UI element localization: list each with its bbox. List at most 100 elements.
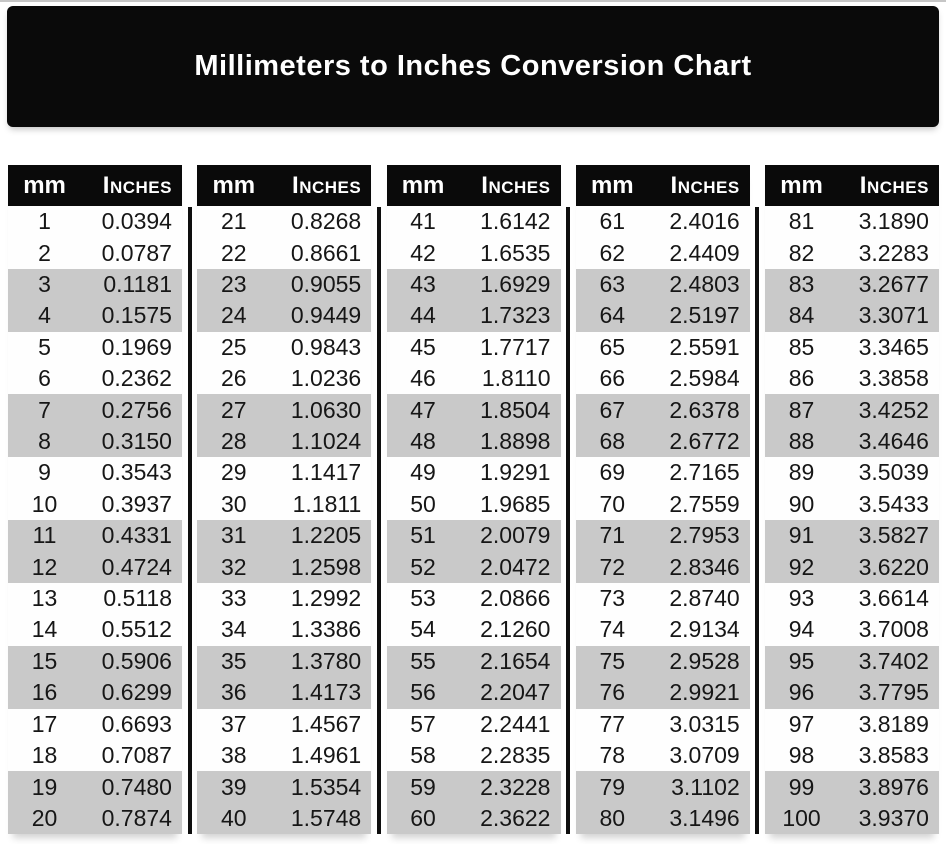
mm-value: 59 xyxy=(410,773,436,800)
table-row: 57 2.2441 xyxy=(386,708,561,740)
mm-value: 70 xyxy=(599,490,626,517)
inches-value: 2.5197 xyxy=(669,302,740,329)
inches-value: 0.5512 xyxy=(101,616,172,643)
mm-value: 75 xyxy=(599,647,626,674)
mm-value: 98 xyxy=(788,742,815,769)
inches-value: 1.4173 xyxy=(290,679,362,706)
inches-value: 2.0866 xyxy=(480,585,551,612)
mm-value: 33 xyxy=(220,585,247,612)
table-row: 99 3.8976 xyxy=(765,771,939,803)
inches-value: 3.5827 xyxy=(858,522,929,549)
mm-value: 87 xyxy=(788,396,815,423)
table-row: 78 3.0709 xyxy=(575,739,750,772)
inches-value: 3.3071 xyxy=(858,302,929,329)
inches-value: 0.5906 xyxy=(101,647,172,674)
column-divider xyxy=(182,165,197,834)
table-row: 18 0.7087 xyxy=(8,739,182,772)
table-column-group-4: mm Inches 61 2.4016 62 2.4409 63 2.4803 64 2.51… xyxy=(575,165,750,835)
mm-value: 97 xyxy=(788,710,815,737)
inches-value: 0.1181 xyxy=(103,271,172,298)
inches-column-header: Inches xyxy=(481,171,551,199)
table-row: 63 2.4803 xyxy=(575,268,750,301)
mm-value: 69 xyxy=(599,459,626,486)
table-row: 61 2.4016 xyxy=(575,206,750,238)
inches-value: 1.4567 xyxy=(290,710,362,737)
mm-value: 72 xyxy=(599,553,626,580)
mm-value: 43 xyxy=(410,271,436,298)
inches-value: 3.2677 xyxy=(858,271,929,298)
table-row: 51 2.0079 xyxy=(386,520,561,552)
mm-value: 44 xyxy=(410,302,436,329)
table-rows: 1 0.0394 2 0.0787 3 0.1181 4 0.1575 5 0.1969 6 0.23… xyxy=(8,206,182,835)
inches-value: 3.6614 xyxy=(858,585,929,612)
inches-value: 0.1575 xyxy=(101,302,172,329)
mm-value: 8 xyxy=(38,428,51,455)
mm-value: 74 xyxy=(599,616,626,643)
mm-value: 13 xyxy=(31,585,58,612)
mm-value: 52 xyxy=(410,553,436,580)
inches-value: 3.4646 xyxy=(858,428,929,455)
inches-value: 3.7008 xyxy=(858,616,929,643)
mm-column-header: mm xyxy=(590,171,634,199)
table-row: 24 0.9449 xyxy=(197,300,372,332)
table-row: 79 3.1102 xyxy=(575,771,750,803)
column-divider xyxy=(750,165,765,834)
table-row: 19 0.7480 xyxy=(8,771,182,803)
mm-value: 11 xyxy=(32,522,57,549)
inches-value: 3.2283 xyxy=(858,239,929,266)
inches-value: 2.0472 xyxy=(480,553,551,580)
table-row: 76 2.9921 xyxy=(575,677,750,709)
mm-column-header: mm xyxy=(212,171,256,199)
table-row: 56 2.2047 xyxy=(386,677,561,709)
mm-value: 62 xyxy=(599,239,626,266)
mm-value: 22 xyxy=(220,239,247,266)
mm-value: 53 xyxy=(410,585,436,612)
inches-value: 3.0315 xyxy=(669,710,740,737)
inches-value: 1.8504 xyxy=(480,396,551,423)
inches-value: 1.4961 xyxy=(290,742,362,769)
inches-value: 0.4724 xyxy=(101,553,172,580)
inches-value: 2.7953 xyxy=(669,522,740,549)
table-row: 80 3.1496 xyxy=(575,802,750,835)
inches-value: 0.1969 xyxy=(101,333,172,360)
inches-value: 1.1024 xyxy=(290,428,362,455)
inches-value: 0.8268 xyxy=(290,208,362,235)
table-row: 3 0.1181 xyxy=(8,268,182,301)
inches-value: 2.8740 xyxy=(669,585,740,612)
mm-value: 32 xyxy=(220,553,247,580)
mm-value: 91 xyxy=(788,522,815,549)
table-row: 90 3.5433 xyxy=(765,488,939,521)
table-row: 72 2.8346 xyxy=(575,551,750,583)
inches-value: 0.6299 xyxy=(101,679,172,706)
inches-value: 3.7795 xyxy=(858,679,929,706)
inches-value: 0.5118 xyxy=(103,585,172,612)
mm-column-header: mm xyxy=(780,171,823,199)
inches-value: 2.6772 xyxy=(669,428,740,455)
inches-value: 0.6693 xyxy=(101,710,172,737)
table-row: 37 1.4567 xyxy=(197,708,372,740)
mm-value: 90 xyxy=(788,490,815,517)
mm-value: 71 xyxy=(599,522,626,549)
inches-column-header: Inches xyxy=(292,171,362,199)
table-row: 84 3.3071 xyxy=(765,300,939,332)
table-row: 10 0.3937 xyxy=(8,488,182,521)
inches-value: 1.6929 xyxy=(480,271,551,298)
conversion-table: mm Inches 1 0.0394 2 0.0787 3 0.1181 4 0.1575 5 0… xyxy=(8,165,939,835)
mm-value: 21 xyxy=(220,208,247,235)
table-row: 94 3.7008 xyxy=(765,614,939,646)
table-row: 29 1.1417 xyxy=(197,457,372,489)
inches-value: 2.1654 xyxy=(480,647,551,674)
mm-value: 83 xyxy=(788,271,815,298)
mm-value: 14 xyxy=(31,616,58,643)
table-column-group-1: mm Inches 1 0.0394 2 0.0787 3 0.1181 4 0.1575 5 0… xyxy=(8,165,182,835)
mm-value: 18 xyxy=(31,742,58,769)
mm-value: 27 xyxy=(220,396,247,423)
inches-value: 1.8898 xyxy=(480,428,551,455)
table-row: 71 2.7953 xyxy=(575,520,750,552)
inches-value: 2.9921 xyxy=(669,679,740,706)
mm-value: 5 xyxy=(38,333,51,360)
inches-value: 1.1417 xyxy=(290,459,362,486)
inches-value: 3.6220 xyxy=(858,553,929,580)
mm-value: 63 xyxy=(599,271,626,298)
table-row: 9 0.3543 xyxy=(8,457,182,489)
